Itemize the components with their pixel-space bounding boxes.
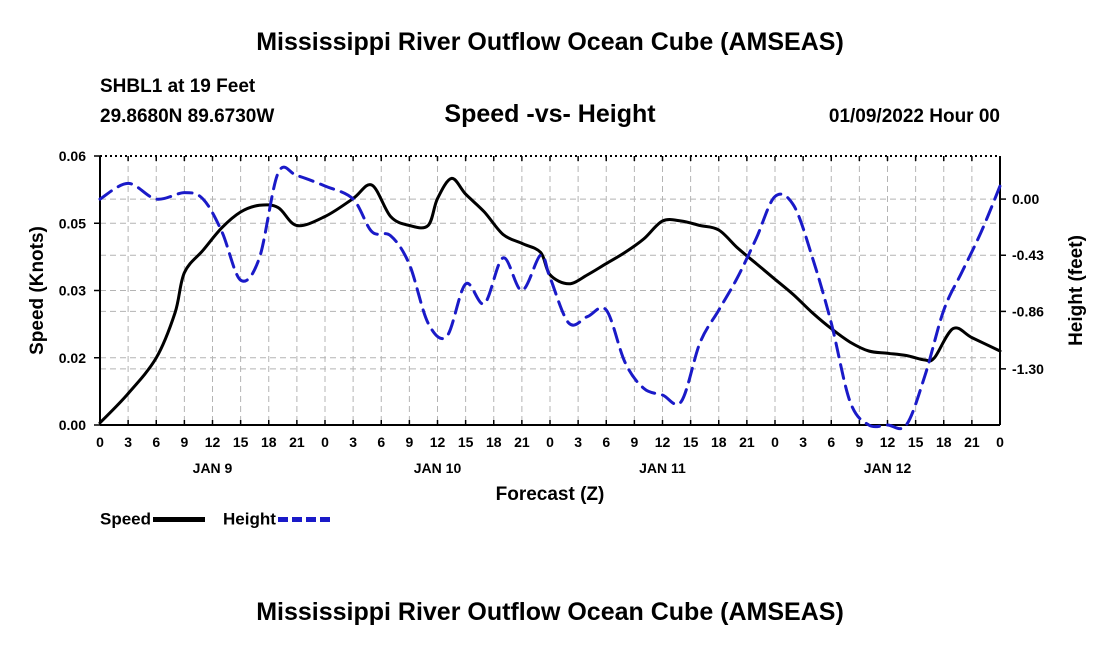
x-tick-label: 9 bbox=[855, 434, 863, 450]
chart-legend: Speed Height bbox=[100, 509, 348, 530]
legend-speed-swatch bbox=[153, 517, 206, 523]
x-tick-label: 6 bbox=[602, 434, 610, 450]
datetime-label: 01/09/2022 Hour 00 bbox=[828, 106, 1000, 127]
speed-series-line bbox=[98, 176, 1002, 425]
x-tick-label: 12 bbox=[205, 434, 221, 450]
x-axis-title: Forecast (Z) bbox=[496, 484, 605, 505]
x-tick-label: 9 bbox=[630, 434, 638, 450]
y-left-tick-label: 0.03 bbox=[59, 283, 86, 299]
x-tick-label: 12 bbox=[430, 434, 446, 450]
height-series-line bbox=[98, 165, 1002, 431]
y-right-tick-label: 0.00 bbox=[1012, 191, 1039, 207]
x-tick-label: 18 bbox=[486, 434, 502, 450]
x-tick-label: 15 bbox=[458, 434, 474, 450]
x-tick-label: 6 bbox=[827, 434, 835, 450]
x-tick-label: 6 bbox=[152, 434, 160, 450]
station-label: SHBL1 at 19 Feet bbox=[100, 76, 256, 97]
x-date-label: JAN 9 bbox=[193, 460, 233, 476]
x-tick-label: 0 bbox=[546, 434, 554, 450]
x-tick-label: 21 bbox=[739, 434, 755, 450]
x-tick-label: 15 bbox=[683, 434, 699, 450]
y-right-axis-title: Height (feet) bbox=[1066, 235, 1087, 346]
y-right-tick-label: -0.43 bbox=[1012, 247, 1044, 263]
x-tick-label: 0 bbox=[996, 434, 1004, 450]
x-tick-label: 15 bbox=[233, 434, 249, 450]
x-tick-label: 0 bbox=[96, 434, 104, 450]
chart-subtitle: Speed -vs- Height bbox=[444, 100, 656, 128]
legend-height-label: Height bbox=[223, 509, 276, 529]
x-tick-label: 21 bbox=[514, 434, 530, 450]
y-right-tick-label: -0.86 bbox=[1012, 303, 1044, 319]
x-tick-label: 18 bbox=[261, 434, 277, 450]
legend-height-swatch bbox=[277, 517, 330, 523]
legend-speed-label: Speed bbox=[100, 509, 152, 529]
y-left-tick-label: 0.02 bbox=[59, 350, 86, 366]
x-tick-label: 3 bbox=[799, 434, 807, 450]
x-tick-label: 3 bbox=[349, 434, 357, 450]
x-date-label: JAN 10 bbox=[414, 460, 462, 476]
y-left-tick-label: 0.00 bbox=[59, 417, 86, 433]
x-tick-label: 15 bbox=[908, 434, 924, 450]
x-date-label: JAN 12 bbox=[864, 460, 912, 476]
x-tick-label: 18 bbox=[711, 434, 727, 450]
y-left-tick-label: 0.05 bbox=[59, 215, 86, 231]
x-date-label: JAN 11 bbox=[639, 460, 686, 476]
footer-title: Mississippi River Outflow Ocean Cube (AM… bbox=[256, 598, 844, 626]
x-tick-label: 21 bbox=[289, 434, 305, 450]
x-tick-label: 12 bbox=[880, 434, 896, 450]
x-tick-label: 18 bbox=[936, 434, 952, 450]
x-tick-label: 3 bbox=[124, 434, 132, 450]
x-tick-label: 0 bbox=[321, 434, 329, 450]
x-tick-label: 0 bbox=[771, 434, 779, 450]
y-left-tick-label: 0.06 bbox=[59, 148, 86, 164]
x-tick-label: 9 bbox=[405, 434, 413, 450]
x-tick-label: 6 bbox=[377, 434, 385, 450]
coordinates-label: 29.8680N 89.6730W bbox=[100, 106, 275, 127]
x-tick-label: 9 bbox=[180, 434, 188, 450]
chart-main-title: Mississippi River Outflow Ocean Cube (AM… bbox=[256, 28, 844, 56]
x-tick-label: 12 bbox=[655, 434, 671, 450]
x-tick-label: 21 bbox=[964, 434, 980, 450]
x-tick-label: 3 bbox=[574, 434, 582, 450]
y-right-tick-label: -1.30 bbox=[1012, 361, 1044, 377]
y-left-axis-title: Speed (Knots) bbox=[27, 226, 48, 355]
